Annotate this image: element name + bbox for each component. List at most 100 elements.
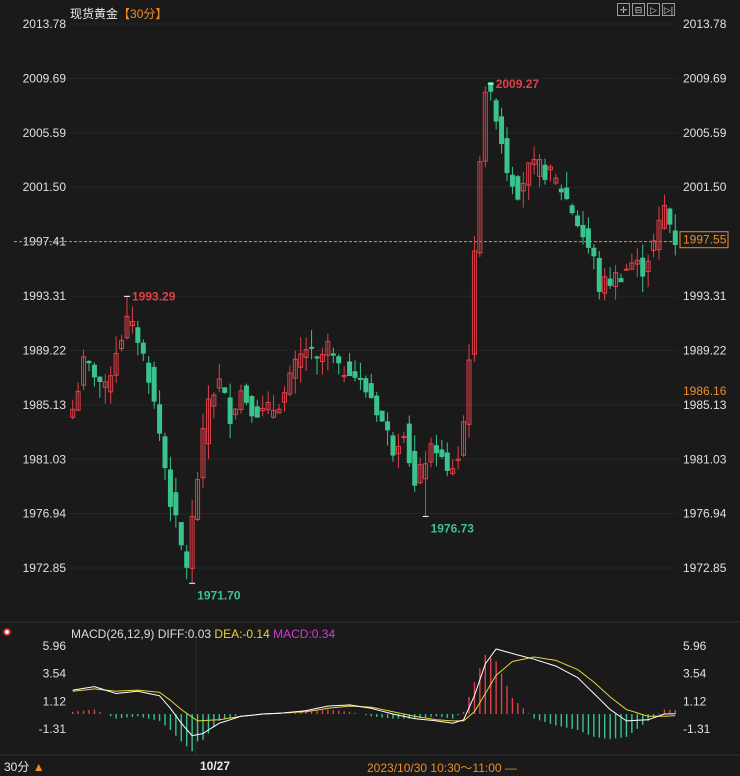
macd-diff-value: DIFF:0.03 bbox=[157, 627, 212, 641]
candle-body bbox=[200, 428, 206, 479]
macd-tick-right: 1.12 bbox=[683, 694, 707, 708]
candle-body bbox=[585, 228, 591, 248]
candle-body bbox=[461, 421, 467, 456]
candle-body bbox=[395, 445, 401, 455]
macd-tick-left: 3.54 bbox=[43, 667, 67, 681]
candle-body bbox=[81, 356, 87, 386]
y-tick-label-right: 1989.22 bbox=[683, 343, 727, 357]
y-tick-label-right: 2009.69 bbox=[683, 71, 727, 85]
candle-body bbox=[260, 407, 266, 412]
play-icon[interactable]: ▷ bbox=[647, 3, 660, 16]
y-tick-label-right: 1981.03 bbox=[683, 452, 727, 466]
candle-body bbox=[140, 342, 146, 354]
candle-body bbox=[292, 358, 298, 379]
y-tick-label-left: 1972.85 bbox=[23, 561, 67, 575]
candle-body bbox=[281, 392, 287, 403]
candle-body bbox=[602, 276, 608, 294]
candle-body bbox=[439, 449, 445, 457]
candle-body bbox=[325, 340, 331, 356]
y-tick-label-right: 2013.78 bbox=[683, 17, 727, 31]
candle-body bbox=[309, 346, 315, 349]
candle-body bbox=[553, 177, 559, 184]
y-tick-label-left: 1981.03 bbox=[23, 452, 67, 466]
macd-tick-right: 5.96 bbox=[683, 639, 707, 653]
candle-body bbox=[157, 404, 163, 434]
macd-value: MACD:0.34 bbox=[273, 627, 336, 641]
candle-body bbox=[596, 257, 602, 292]
candle-body bbox=[298, 353, 304, 368]
candle-body bbox=[482, 91, 488, 162]
price-annotation: 1971.70 bbox=[197, 588, 241, 602]
candle-body bbox=[542, 164, 548, 180]
y-tick-label-right: 1993.31 bbox=[683, 289, 727, 303]
price-tag-box bbox=[679, 231, 729, 249]
candle-body bbox=[417, 464, 423, 484]
candle-body bbox=[401, 436, 407, 439]
candle-body bbox=[645, 260, 651, 272]
macd-dea-value: DEA:-0.14 bbox=[214, 627, 270, 641]
crosshair-time-label: 2023/10/30 10:30～11:00 — bbox=[367, 761, 517, 775]
period-label: 【30分】 bbox=[118, 7, 168, 21]
candle-body bbox=[276, 408, 282, 414]
candle-body bbox=[178, 522, 184, 546]
macd-tick-left: 5.96 bbox=[43, 639, 67, 653]
candle-body bbox=[113, 352, 119, 376]
candle-body bbox=[184, 551, 190, 568]
candle-body bbox=[450, 468, 456, 474]
candle-body bbox=[124, 315, 130, 339]
candle-body bbox=[146, 362, 152, 383]
candle-body bbox=[515, 176, 521, 200]
candle-body bbox=[243, 385, 249, 403]
price-tag-label: 1986.16 bbox=[683, 384, 727, 398]
y-tick-label-left: 2009.69 bbox=[23, 71, 67, 85]
candle-body bbox=[249, 396, 255, 417]
candle-body bbox=[488, 82, 494, 92]
candle-body bbox=[547, 166, 553, 171]
candle-body bbox=[238, 390, 244, 410]
candle-body bbox=[640, 257, 646, 277]
candle-body bbox=[444, 452, 450, 471]
crosshair-icon[interactable]: ✛ bbox=[617, 3, 630, 16]
candle-body bbox=[314, 356, 320, 359]
candle-body bbox=[86, 360, 92, 364]
candle-body bbox=[287, 372, 293, 395]
step-forward-icon[interactable]: ▷| bbox=[662, 3, 675, 16]
candle-body bbox=[575, 215, 581, 227]
candle-body bbox=[428, 443, 434, 463]
candle-body bbox=[303, 349, 309, 358]
price-tag-box bbox=[679, 382, 729, 400]
candle-body bbox=[162, 436, 168, 468]
caret-up-icon: ▲ bbox=[32, 760, 45, 774]
candle-body bbox=[661, 204, 667, 229]
candle-body bbox=[390, 435, 396, 456]
price-tag-label: 1997.55 bbox=[683, 233, 727, 247]
candle-body bbox=[227, 397, 233, 424]
candle-body bbox=[672, 230, 678, 246]
candle-body bbox=[254, 406, 260, 418]
candle-body bbox=[319, 353, 325, 363]
candle-body bbox=[591, 247, 597, 257]
candle-body bbox=[330, 353, 336, 356]
candle-body bbox=[357, 377, 363, 380]
macd-tick-right: -1.31 bbox=[683, 722, 711, 736]
candle-body bbox=[509, 174, 515, 187]
candle-body bbox=[368, 383, 374, 398]
period-selector[interactable]: 30分 ▲ bbox=[4, 758, 45, 775]
macd-indicator-icon[interactable] bbox=[3, 628, 11, 636]
candle-body bbox=[129, 320, 135, 327]
candle-body bbox=[634, 259, 640, 265]
macd-params: MACD(26,12,9) bbox=[71, 627, 155, 641]
y-tick-label-left: 2001.50 bbox=[23, 180, 67, 194]
candle-body bbox=[580, 224, 586, 238]
y-tick-label-left: 2013.78 bbox=[23, 17, 67, 31]
chart-title: 现货黄金【30分】 bbox=[70, 5, 167, 22]
candle-body bbox=[374, 395, 380, 416]
y-tick-label-left: 1985.13 bbox=[23, 398, 67, 412]
candle-body bbox=[173, 492, 179, 516]
candle-body bbox=[336, 356, 342, 364]
y-tick-label-right: 2001.50 bbox=[683, 180, 727, 194]
candle-body bbox=[189, 515, 195, 569]
candle-body bbox=[222, 387, 228, 393]
zoom-out-icon[interactable]: ⊟ bbox=[632, 3, 645, 16]
